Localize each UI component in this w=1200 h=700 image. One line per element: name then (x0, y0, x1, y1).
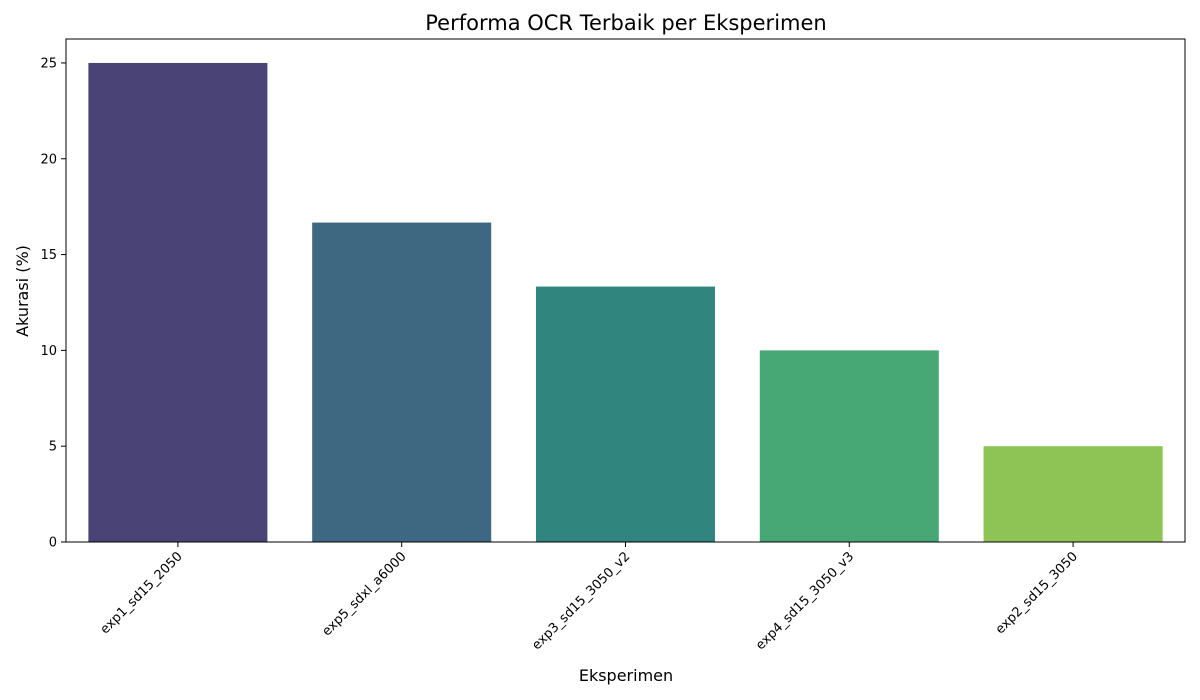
bars-group (88, 62, 1163, 542)
y-tick-label: 0 (49, 536, 57, 551)
bar-exp2_sd15_3050 (983, 446, 1163, 542)
x-axis-label: Eksperimen (579, 666, 673, 685)
bar-exp4_sd15_3050_v3 (759, 350, 939, 542)
bar-exp3_sd15_3050_v2 (535, 286, 716, 542)
y-tick-label: 15 (40, 248, 57, 263)
y-tick-label: 10 (40, 344, 57, 359)
bar-exp1_sd15_2050 (88, 62, 268, 542)
plot-area-frame (65, 38, 1186, 543)
y-axis-label: Akurasi (%) (13, 245, 32, 337)
y-tick-label: 25 (40, 56, 57, 71)
y-tick-label: 20 (40, 152, 57, 167)
y-axis-ticks: 0 5 10 15 20 25 (40, 56, 66, 551)
chart-title: Performa OCR Terbaik per Eksperimen (425, 11, 826, 35)
y-tick-label: 5 (49, 440, 57, 455)
bar-exp5_sdxl_a6000 (312, 222, 492, 542)
